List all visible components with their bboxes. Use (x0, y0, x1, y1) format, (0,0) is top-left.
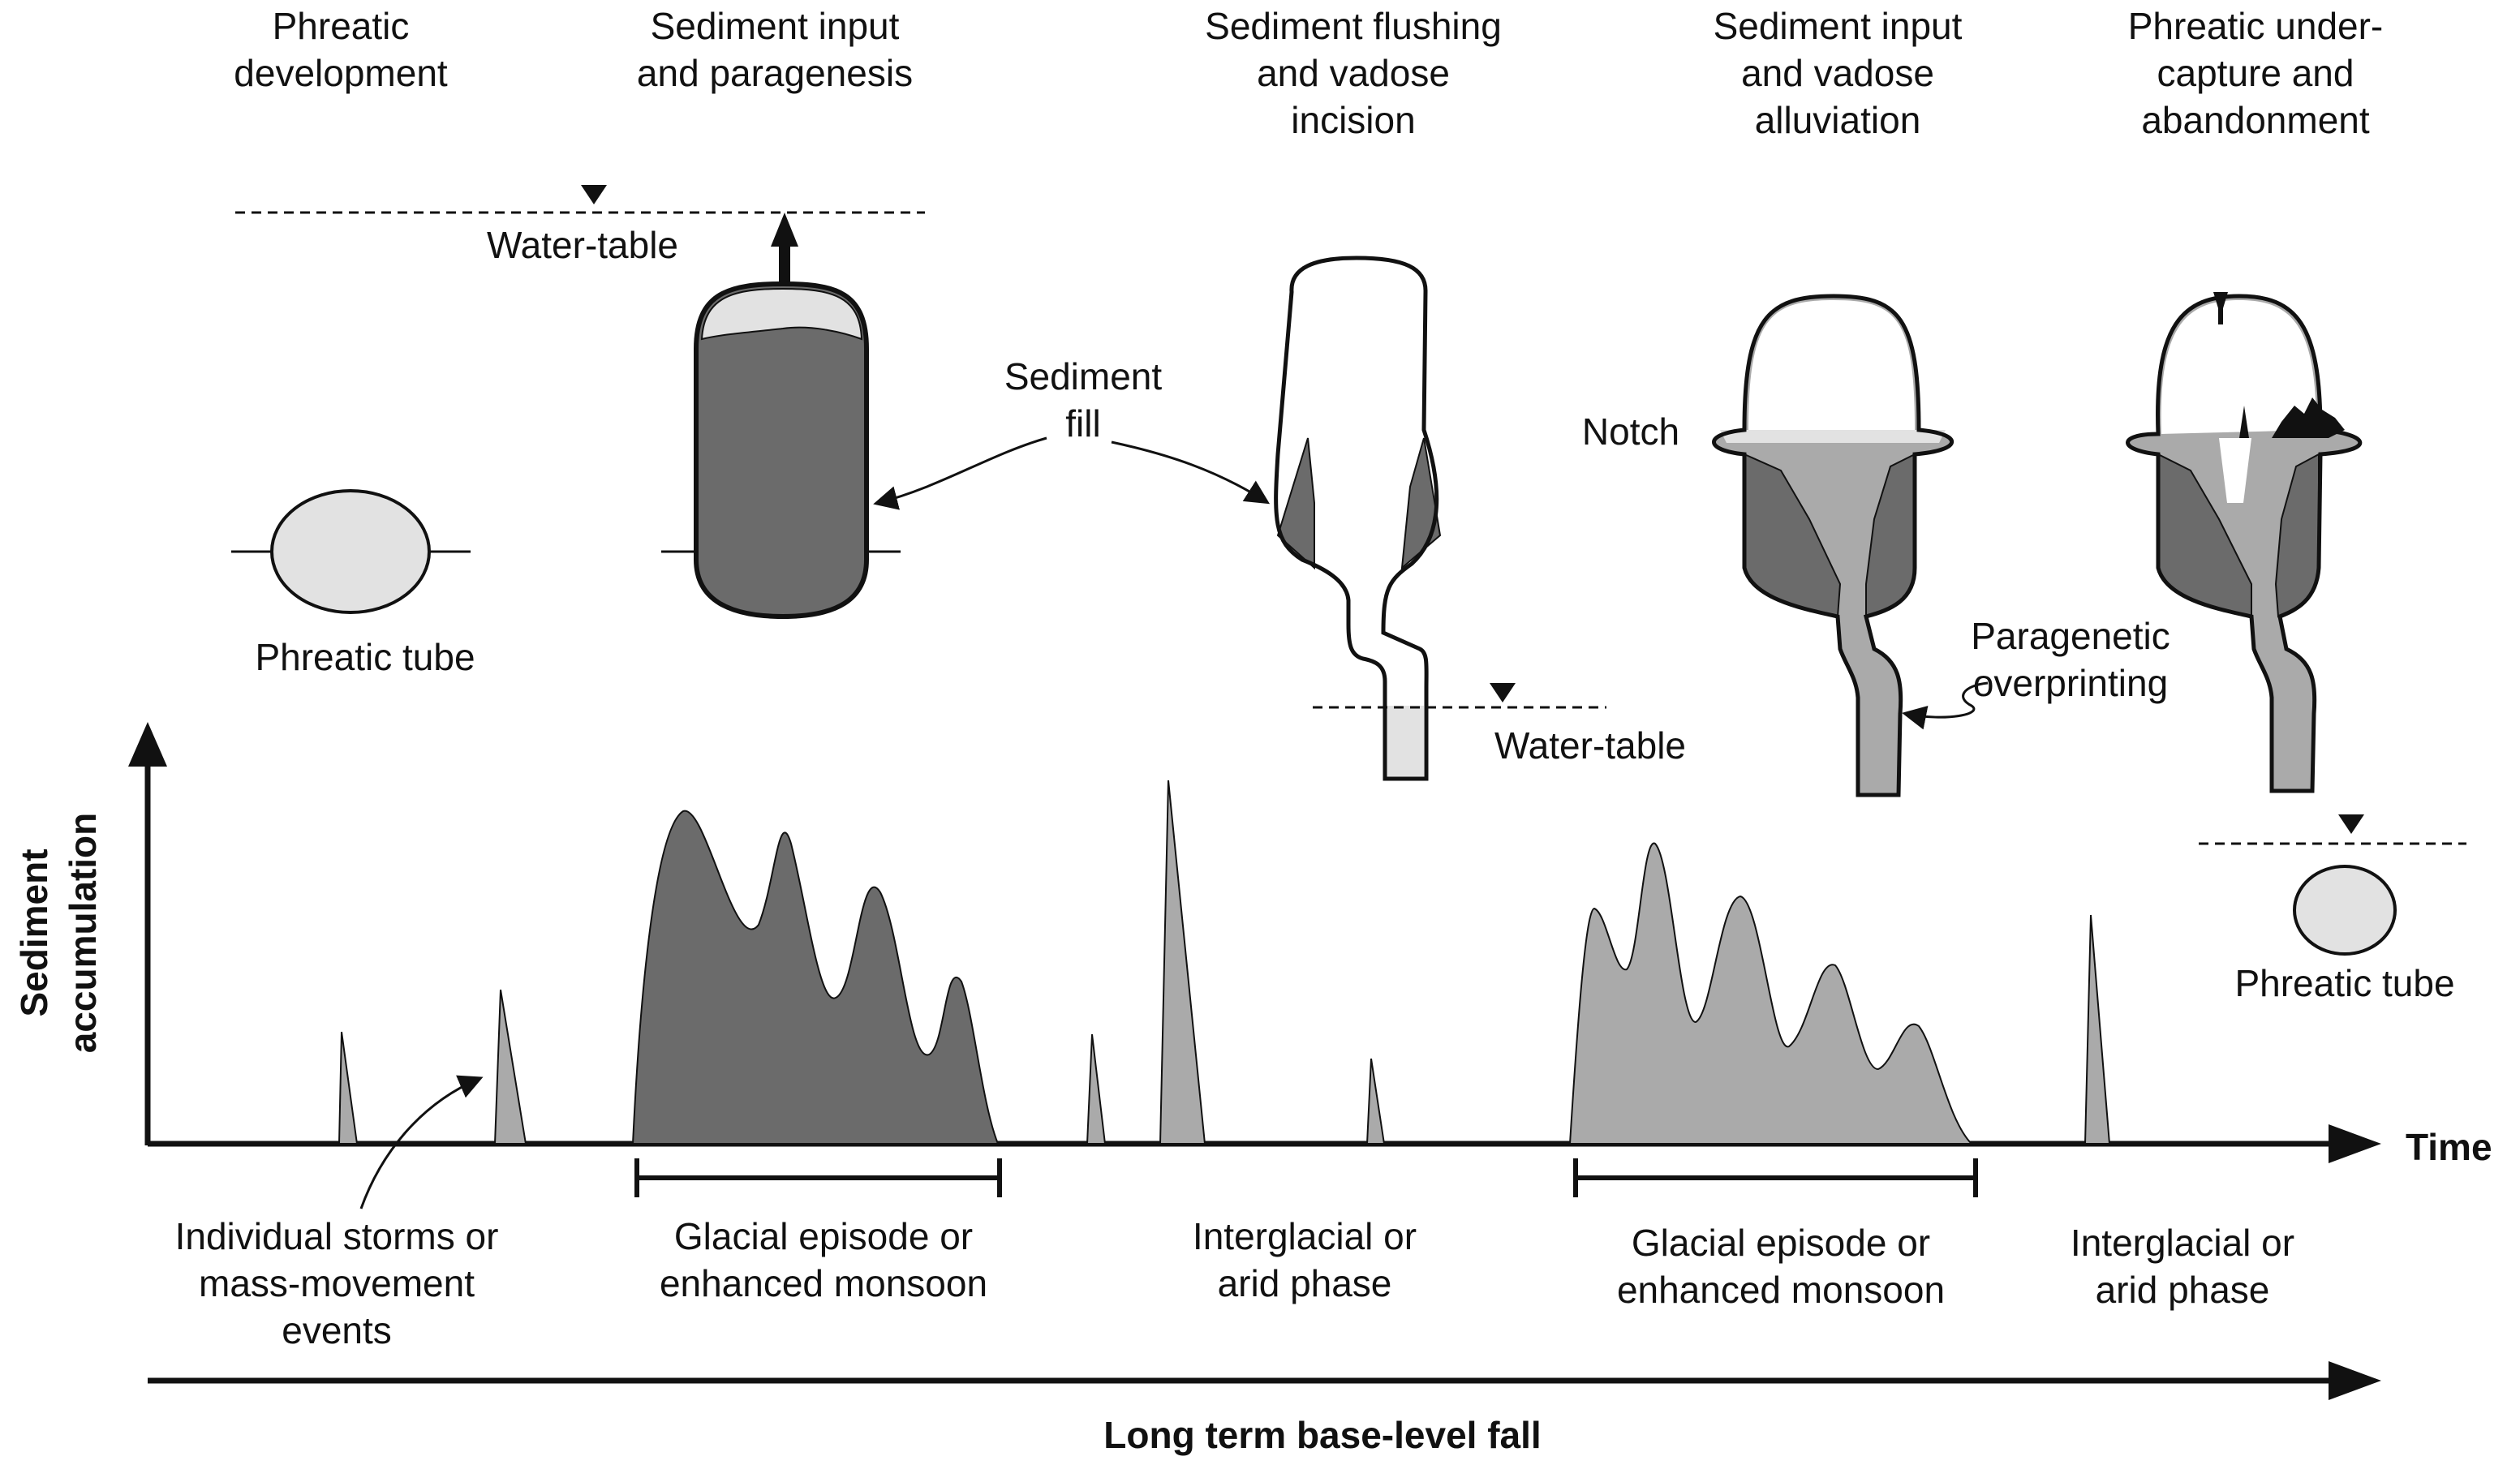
stage5-new-phreatic-tube (2293, 865, 2397, 956)
stage-title-4: Sediment input and vadose alluviation (1714, 5, 1963, 141)
paragenetic-pointer (1902, 681, 1989, 730)
stage-title-line: development (234, 52, 448, 94)
glacial-bracket-2 (1573, 1158, 1978, 1197)
stage-title-line: incision (1291, 99, 1415, 141)
phase-label-line: Glacial episode or (674, 1215, 973, 1257)
y-axis-label-line2: accumulation (62, 813, 104, 1054)
storm-event-pointer (359, 1075, 484, 1209)
y-axis-label-line1: Sediment (13, 848, 55, 1016)
stage-title-2: Sediment input and paragenesis (637, 5, 913, 94)
phase-label-line: enhanced monsoon (660, 1262, 987, 1304)
stage-title-line: Phreatic under- (2128, 5, 2384, 47)
phase-label-line: mass-movement (199, 1262, 475, 1304)
notch-label: Notch (1582, 410, 1679, 453)
sediment-events (338, 780, 2111, 1145)
storm-event-peak (1365, 1058, 1386, 1145)
glacial-accumulation-peak (1568, 842, 1974, 1145)
stage-title-line: alluviation (1755, 99, 1921, 141)
stage-title-line: capture and (2157, 52, 2354, 94)
stage-title-line: abandonment (2141, 99, 2370, 141)
stage-title-line: Sediment input (1714, 5, 1963, 47)
phase-label-line: arid phase (1218, 1262, 1392, 1304)
glacial-bracket-1 (634, 1158, 1002, 1197)
phase-label-line: Individual storms or (175, 1215, 499, 1257)
phase-label-2: Glacial episode or enhanced monsoon (660, 1215, 987, 1304)
phase-label-3: Interglacial or arid phase (1193, 1215, 1417, 1304)
phase-label-line: events (282, 1309, 392, 1351)
stage-title-line: Phreatic (273, 5, 410, 47)
stage-title-line: Sediment flushing (1205, 5, 1502, 47)
phase-label-4: Glacial episode or enhanced monsoon (1617, 1222, 1945, 1311)
rising-arrow (771, 213, 798, 282)
storm-event-peak (493, 989, 527, 1145)
water-table-label: Water-table (1494, 724, 1686, 767)
sediment-fill-label-line2: fill (1065, 402, 1100, 445)
phase-label-1: Individual storms or mass-movement event… (175, 1215, 499, 1351)
water-table-label: Water-table (487, 224, 678, 266)
stage1-phreatic-tube (231, 489, 471, 614)
sediment-fill-label-line1: Sediment (1004, 355, 1163, 397)
stalactite-icon (2213, 292, 2228, 324)
stage-title-line: and vadose (1257, 52, 1450, 94)
x-axis-label: Time (2406, 1126, 2492, 1168)
phase-label-line: arid phase (2096, 1269, 2270, 1311)
storm-event-peak (1086, 1033, 1107, 1145)
x-axis (148, 1124, 2381, 1163)
sediment-fill-pointer-right (1111, 440, 1271, 505)
y-axis (128, 722, 167, 1145)
stage3-water-table (1313, 683, 1606, 709)
base-level-fall-arrow (148, 1361, 2381, 1400)
paragenetic-label-line2: overprinting (1973, 662, 2168, 704)
stage4-alluviated-passage (1712, 294, 1955, 797)
stage2-sediment-tube (661, 281, 901, 620)
phreatic-tube-label: Phreatic tube (2234, 962, 2454, 1004)
storm-event-peak (1159, 780, 1206, 1145)
phreatic-tube-label: Phreatic tube (255, 636, 475, 678)
stage3-keyhole-passage (1274, 256, 1442, 781)
phase-label-line: enhanced monsoon (1617, 1269, 1945, 1311)
stalagmite-icon (2239, 406, 2249, 438)
stage-title-1: Phreatic development (234, 5, 448, 94)
phase-label-line: Glacial episode or (1632, 1222, 1930, 1264)
phase-label-line: Interglacial or (1193, 1215, 1417, 1257)
phase-label-5: Interglacial or arid phase (2071, 1222, 2294, 1311)
breakdown-blocks-icon (2272, 397, 2345, 438)
storm-event-peak (338, 1031, 359, 1145)
stage-title-3: Sediment flushing and vadose incision (1205, 5, 1502, 141)
stage-title-5: Phreatic under- capture and abandonment (2128, 5, 2384, 141)
stage5-abandoned-passage (2126, 292, 2363, 793)
base-level-fall-label: Long term base-level fall (1103, 1414, 1541, 1456)
stage-title-line: and paragenesis (637, 52, 913, 94)
stage5-water-table (2199, 814, 2466, 845)
storm-event-peak (2084, 914, 2111, 1145)
phase-label-line: Interglacial or (2071, 1222, 2294, 1264)
stage2-water-table (235, 185, 925, 214)
stage-title-line: Sediment input (651, 5, 900, 47)
stage-title-line: and vadose (1741, 52, 1934, 94)
sediment-fill-pointer-left (873, 436, 1047, 510)
paragenetic-label-line1: Paragenetic (1971, 615, 2170, 657)
glacial-accumulation-peak (631, 810, 1000, 1145)
